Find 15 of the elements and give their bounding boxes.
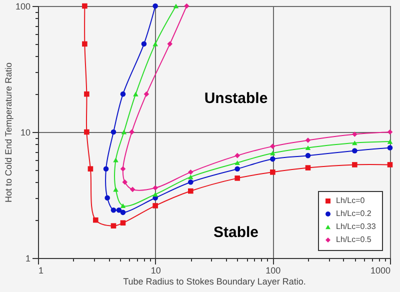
legend-label: Lh/Lc=0.2 — [336, 209, 372, 218]
legend-label: Lh/Lc=0.5 — [336, 235, 372, 244]
y-tick-label: 100 — [15, 2, 30, 12]
legend-label: Lh/Lc=0 — [336, 196, 366, 205]
x-tick-label: 1000 — [370, 266, 390, 276]
y-tick-label: 1 — [25, 254, 30, 264]
legend-label: Lh/Lc=0.33 — [336, 222, 376, 231]
y-tick-label: 10 — [20, 128, 30, 138]
annotation: Unstable — [204, 90, 268, 107]
annotation: Stable — [213, 224, 259, 241]
x-axis-title: Tube Radius to Stokes Boundary Layer Ratio. — [123, 276, 306, 286]
y-axis-title: Hot to Cold End Temperature Ratio — [3, 62, 14, 202]
x-tick-label: 100 — [266, 266, 281, 276]
x-tick-label: 10 — [150, 266, 161, 276]
x-tick-label: 1 — [38, 266, 44, 276]
